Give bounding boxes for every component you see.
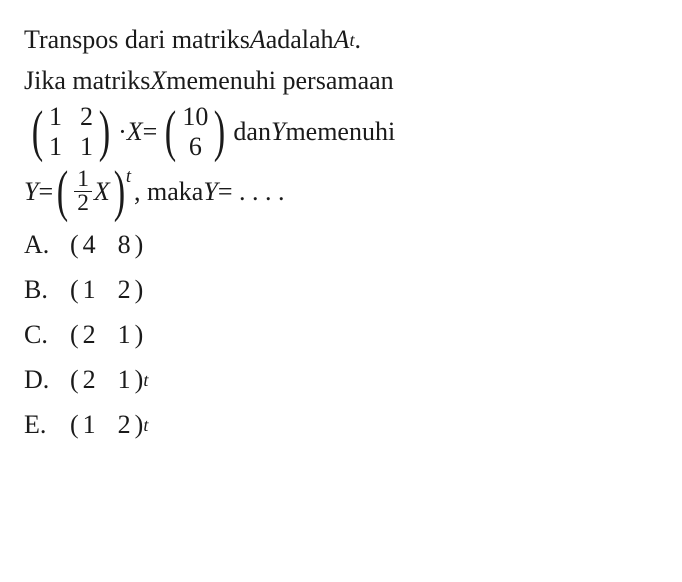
left-paren-icon: ( bbox=[32, 106, 43, 157]
right-paren-icon: ) bbox=[99, 106, 110, 157]
left-paren-icon: ( bbox=[70, 225, 79, 264]
cell: 10 bbox=[182, 102, 208, 132]
var-Y: Y bbox=[203, 172, 217, 211]
matrix-cells: 10 6 bbox=[180, 102, 210, 162]
matrix-2x1: ( 10 6 ) bbox=[161, 102, 229, 162]
right-paren-icon: ) bbox=[135, 405, 144, 444]
matrix-cells: 1 2 1 1 bbox=[47, 102, 95, 162]
dot-operator: · bbox=[118, 112, 127, 151]
fraction: 1 2 bbox=[74, 168, 92, 216]
text: adalah bbox=[266, 20, 334, 59]
text-line-2: Jika matriks X memenuhi persamaan bbox=[24, 61, 658, 100]
numerator: 1 bbox=[74, 168, 92, 192]
cell: 1 bbox=[49, 102, 62, 132]
option-a: A. ( 4 8 ) bbox=[24, 225, 658, 264]
left-paren-icon: ( bbox=[57, 166, 68, 217]
equation-line-1: ( 1 2 1 1 ) · X = ( 10 6 ) dan Y memenuh… bbox=[24, 102, 658, 162]
cell: 1 bbox=[118, 360, 131, 399]
var-A-base: A bbox=[334, 20, 350, 59]
option-label: A. bbox=[24, 225, 70, 264]
paren-group: ( 1 2 X ) t bbox=[53, 166, 134, 217]
text: Jika matriks bbox=[24, 61, 150, 100]
cell: 2 bbox=[118, 270, 131, 309]
cell: 1 bbox=[83, 270, 96, 309]
cell: 6 bbox=[182, 132, 208, 162]
row-matrix: ( 4 8 ) bbox=[70, 225, 143, 264]
option-label: B. bbox=[24, 270, 70, 309]
cell: 1 bbox=[49, 132, 62, 162]
answer-options: A. ( 4 8 ) B. ( 1 2 ) C. ( 2 1 bbox=[24, 225, 658, 444]
left-paren-icon: ( bbox=[70, 315, 79, 354]
text-line-1: Transpos dari matriks A adalah A t . bbox=[24, 20, 658, 59]
var-A: A bbox=[250, 20, 266, 59]
option-label: E. bbox=[24, 405, 70, 444]
text: = . . . . bbox=[218, 172, 285, 211]
text: , maka bbox=[134, 172, 203, 211]
left-paren-icon: ( bbox=[70, 360, 79, 399]
cell: 2 bbox=[83, 315, 96, 354]
equals: = bbox=[143, 112, 158, 151]
right-paren-icon: ) bbox=[214, 106, 225, 157]
left-paren-icon: ( bbox=[165, 106, 176, 157]
row-matrix: ( 1 2 ) t bbox=[70, 405, 148, 444]
text: dan bbox=[233, 112, 271, 151]
cell: 1 bbox=[83, 405, 96, 444]
option-label: C. bbox=[24, 315, 70, 354]
equals: = bbox=[38, 172, 53, 211]
cell: 1 bbox=[118, 315, 131, 354]
equation-line-2: Y = ( 1 2 X ) t , maka Y = . . . . bbox=[24, 166, 658, 217]
cell: 8 bbox=[118, 225, 131, 264]
option-e: E. ( 1 2 ) t bbox=[24, 405, 658, 444]
right-paren-icon: ) bbox=[135, 225, 144, 264]
var-X: X bbox=[150, 61, 166, 100]
option-d: D. ( 2 1 ) t bbox=[24, 360, 658, 399]
right-paren-icon: ) bbox=[135, 270, 144, 309]
exponent-t: t bbox=[126, 163, 131, 191]
denominator: 2 bbox=[74, 192, 92, 215]
row-matrix: ( 2 1 ) bbox=[70, 315, 143, 354]
matrix-2x2: ( 1 2 1 1 ) bbox=[28, 102, 114, 162]
var-X: X bbox=[94, 172, 110, 211]
cell: 2 bbox=[83, 360, 96, 399]
text: Transpos dari matriks bbox=[24, 20, 250, 59]
text: memenuhi persamaan bbox=[166, 61, 393, 100]
row-matrix: ( 2 1 ) t bbox=[70, 360, 148, 399]
left-paren-icon: ( bbox=[70, 405, 79, 444]
right-paren-icon: ) bbox=[114, 166, 125, 217]
var-Y: Y bbox=[24, 172, 38, 211]
cell: 4 bbox=[83, 225, 96, 264]
option-c: C. ( 2 1 ) bbox=[24, 315, 658, 354]
cell: 2 bbox=[118, 405, 131, 444]
cell: 1 bbox=[80, 132, 93, 162]
right-paren-icon: ) bbox=[135, 360, 144, 399]
option-b: B. ( 1 2 ) bbox=[24, 270, 658, 309]
row-matrix: ( 1 2 ) bbox=[70, 270, 143, 309]
left-paren-icon: ( bbox=[70, 270, 79, 309]
var-Y: Y bbox=[271, 112, 285, 151]
option-label: D. bbox=[24, 360, 70, 399]
right-paren-icon: ) bbox=[135, 315, 144, 354]
var-X: X bbox=[127, 112, 143, 151]
period: . bbox=[355, 20, 362, 59]
text: memenuhi bbox=[285, 112, 395, 151]
cell: 2 bbox=[80, 102, 93, 132]
